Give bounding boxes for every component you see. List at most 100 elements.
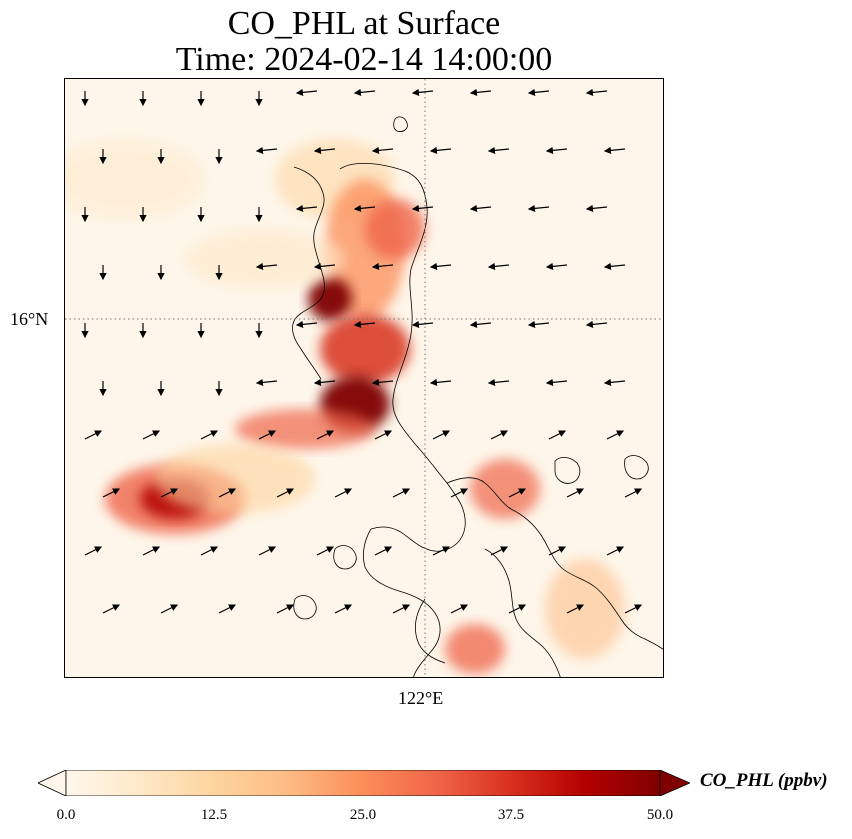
concentration-patch — [470, 459, 540, 519]
colorbar-tick-label: 25.0 — [349, 807, 377, 823]
colorbar-ramp — [65, 769, 661, 797]
wind-arrow — [603, 262, 626, 270]
wind-arrow — [411, 204, 434, 212]
wind-arrow — [548, 546, 567, 556]
longitude-tick-label: 122°E — [398, 688, 444, 708]
wind-arrow — [508, 488, 527, 498]
wind-arrow — [374, 430, 393, 440]
map-time-subtitle: Time: 2024-02-14 14:00:00 — [175, 41, 553, 78]
wind-arrow — [527, 204, 550, 212]
wind-arrow — [276, 488, 295, 498]
wind-arrow — [255, 262, 278, 270]
wind-arrow — [295, 204, 318, 212]
wind-arrow — [469, 204, 492, 212]
colorbar-min-extend — [37, 769, 67, 797]
wind-arrow — [429, 146, 452, 154]
wind-arrow — [432, 546, 451, 556]
gridlines — [65, 79, 663, 677]
wind-arrow — [429, 262, 452, 270]
wind-arrow — [258, 430, 277, 440]
map-panel — [64, 78, 664, 678]
wind-arrow — [371, 262, 394, 270]
wind-arrow — [371, 378, 394, 386]
wind-arrow — [545, 146, 568, 154]
wind-arrow — [585, 320, 608, 328]
colorbar — [37, 769, 692, 797]
wind-arrow — [142, 430, 161, 440]
wind-arrow — [469, 320, 492, 328]
concentration-patch — [235, 409, 375, 449]
co-concentration-field — [65, 139, 625, 674]
wind-arrow — [624, 604, 643, 614]
wind-arrow — [84, 546, 103, 556]
wind-arrow — [353, 320, 376, 328]
wind-arrow — [566, 488, 585, 498]
wind-arrow — [490, 430, 509, 440]
concentration-patch — [365, 199, 425, 259]
wind-arrow — [313, 378, 336, 386]
wind-arrow — [258, 546, 277, 556]
wind-arrow — [469, 88, 492, 96]
wind-arrow — [313, 146, 336, 154]
map-title: CO_PHL at Surface — [227, 5, 501, 42]
wind-arrow — [585, 88, 608, 96]
wind-arrow — [585, 204, 608, 212]
wind-arrow — [392, 488, 411, 498]
colorbar-label: CO_PHL (ppbv) — [700, 770, 828, 791]
wind-arrow — [374, 546, 393, 556]
concentration-patch — [65, 139, 205, 219]
colorbar-tick-label: 50.0 — [646, 807, 674, 823]
wind-arrow — [200, 546, 219, 556]
wind-arrow — [450, 488, 469, 498]
wind-arrow — [200, 430, 219, 440]
wind-arrow — [487, 146, 510, 154]
map-canvas — [65, 79, 663, 677]
colorbar-graphic — [37, 769, 692, 797]
colorbar-tick-label: 12.5 — [200, 807, 228, 823]
wind-arrow — [316, 430, 335, 440]
concentration-patch — [308, 277, 352, 321]
wind-arrow — [353, 204, 376, 212]
wind-arrow — [432, 430, 451, 440]
wind-arrow — [371, 146, 394, 154]
wind-arrow — [545, 262, 568, 270]
wind-arrow — [429, 378, 452, 386]
wind-arrow — [624, 488, 643, 498]
wind-arrow — [411, 88, 434, 96]
latitude-tick-label: 16°N — [10, 309, 49, 329]
colorbar-tick-label: 0.0 — [56, 807, 76, 823]
wind-arrow — [334, 604, 353, 614]
wind-arrow — [490, 546, 509, 556]
concentration-patch — [545, 559, 625, 659]
colorbar-max-extend — [659, 769, 692, 797]
wind-arrow — [392, 604, 411, 614]
wind-arrow — [606, 546, 625, 556]
wind-arrow — [218, 604, 237, 614]
wind-arrow — [603, 378, 626, 386]
wind-arrow — [487, 378, 510, 386]
wind-arrow — [160, 488, 179, 498]
wind-arrow — [411, 320, 434, 328]
wind-arrow — [487, 262, 510, 270]
wind-arrow — [313, 262, 336, 270]
wind-arrow — [160, 604, 179, 614]
wind-vectors — [81, 88, 643, 614]
concentration-patch — [155, 444, 315, 514]
wind-arrow — [255, 146, 278, 154]
wind-arrow — [84, 430, 103, 440]
wind-arrow — [353, 88, 376, 96]
wind-arrow — [606, 430, 625, 440]
concentration-patch — [320, 314, 410, 384]
wind-arrow — [295, 88, 318, 96]
wind-arrow — [276, 604, 295, 614]
wind-arrow — [450, 604, 469, 614]
wind-arrow — [566, 604, 585, 614]
concentration-patch — [185, 229, 345, 289]
wind-arrow — [508, 604, 527, 614]
wind-arrow — [218, 488, 237, 498]
wind-arrow — [545, 378, 568, 386]
wind-arrow — [527, 88, 550, 96]
wind-arrow — [295, 320, 318, 328]
wind-arrow — [255, 378, 278, 386]
concentration-patch — [445, 624, 505, 674]
